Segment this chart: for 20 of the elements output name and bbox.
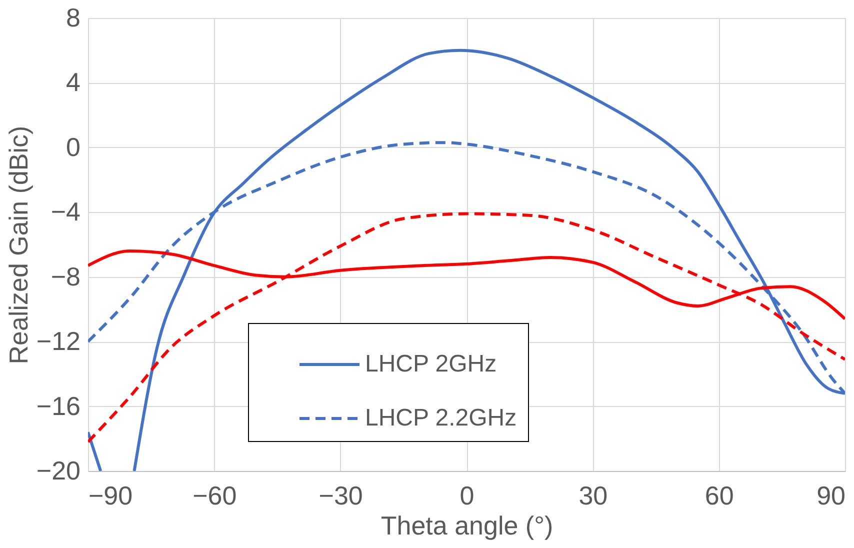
line-series xyxy=(88,212,845,444)
y-tick-label: −20 xyxy=(36,456,80,486)
y-tick-label: −4 xyxy=(50,196,80,227)
x-tick-label: 30 xyxy=(578,480,608,510)
y-tick-label: −12 xyxy=(36,326,80,356)
y-axis-title: Realized Gain (dBic) xyxy=(3,126,34,364)
x-axis-title: Theta angle (°) xyxy=(380,510,554,540)
legend-label: LHCP 2GHz xyxy=(365,350,497,378)
x-tick-label: −30 xyxy=(318,480,363,510)
x-tick-label: 0 xyxy=(460,480,474,510)
x-tick-label: 90 xyxy=(816,480,846,510)
y-tick-label: −16 xyxy=(36,390,80,421)
x-tick-label: −90 xyxy=(88,480,133,510)
legend-label: LHCP 2.2GHz xyxy=(365,404,517,432)
x-tick-label: 60 xyxy=(704,480,734,510)
y-tick-label: 4 xyxy=(66,67,80,98)
y-tick-label: 8 xyxy=(66,2,80,32)
y-tick-label: 0 xyxy=(66,132,80,162)
y-tick-label: −8 xyxy=(50,261,80,292)
x-tick-label: −60 xyxy=(192,480,237,510)
